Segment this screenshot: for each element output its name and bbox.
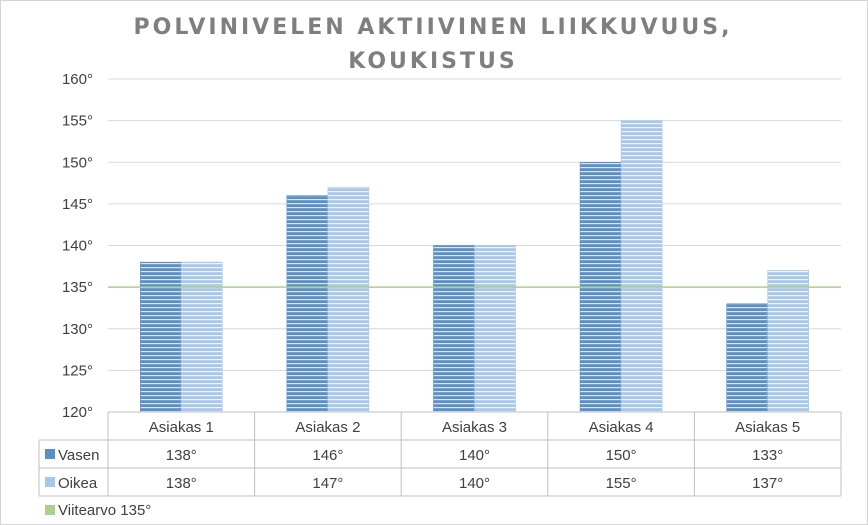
bar-vasen-2 xyxy=(286,195,329,413)
data-label: 140° xyxy=(459,447,490,464)
y-tick-label: 135° xyxy=(62,279,93,296)
bar-oikea-4 xyxy=(620,120,663,413)
data-label: 133° xyxy=(752,447,783,464)
category-label: Asiakas 1 xyxy=(149,419,214,436)
data-label: 150° xyxy=(606,447,637,464)
y-tick-label: 120° xyxy=(62,404,93,421)
y-tick-label: 125° xyxy=(62,362,93,379)
legend-key-oikea xyxy=(45,477,55,487)
bar-vasen-3 xyxy=(433,245,475,413)
data-label: 137° xyxy=(752,475,783,492)
y-tick-label: 160° xyxy=(62,71,93,88)
legend-key-vasen xyxy=(45,449,55,459)
y-tick-label: 145° xyxy=(62,196,93,213)
chart-title-line-1: POLVINIVELEN AKTIIVINEN LIIKKUVUUS, xyxy=(134,15,733,40)
y-tick-label: 140° xyxy=(62,238,93,255)
bar-oikea-3 xyxy=(474,245,516,413)
bar-oikea-5 xyxy=(767,270,810,413)
category-label: Asiakas 3 xyxy=(442,419,507,436)
data-label: 140° xyxy=(459,475,490,492)
bar-vasen-5 xyxy=(726,303,769,413)
category-label: Asiakas 4 xyxy=(589,419,654,436)
legend-key-reference xyxy=(45,505,55,515)
data-table: Asiakas 1 Asiakas 2 Asiakas 3 Asiakas 4 Asia… xyxy=(38,411,842,519)
y-tick-label: 150° xyxy=(62,154,93,171)
data-label: 138° xyxy=(166,447,197,464)
data-label: 146° xyxy=(312,447,343,464)
data-label: 147° xyxy=(312,475,343,492)
series-name: Vasen xyxy=(58,447,99,464)
bar-oikea-2 xyxy=(327,186,370,413)
y-tick-label: 130° xyxy=(62,321,93,338)
y-tick-label: 155° xyxy=(62,113,93,130)
bars xyxy=(140,120,810,413)
bar-vasen-1 xyxy=(140,261,182,413)
category-label: Asiakas 5 xyxy=(735,419,800,436)
category-label: Asiakas 2 xyxy=(295,419,360,436)
chart-title-line-2: KOUKISTUS xyxy=(348,49,517,74)
y-axis-ticks: 120° 125° 130° 135° 140° 145° 150° 155° 160° xyxy=(62,71,93,421)
bar-oikea-1 xyxy=(181,261,223,413)
data-label: 155° xyxy=(606,475,637,492)
data-label: 138° xyxy=(166,475,197,492)
series-name: Oikea xyxy=(58,475,98,492)
reference-legend-label: Viitearvo 135° xyxy=(58,502,151,519)
